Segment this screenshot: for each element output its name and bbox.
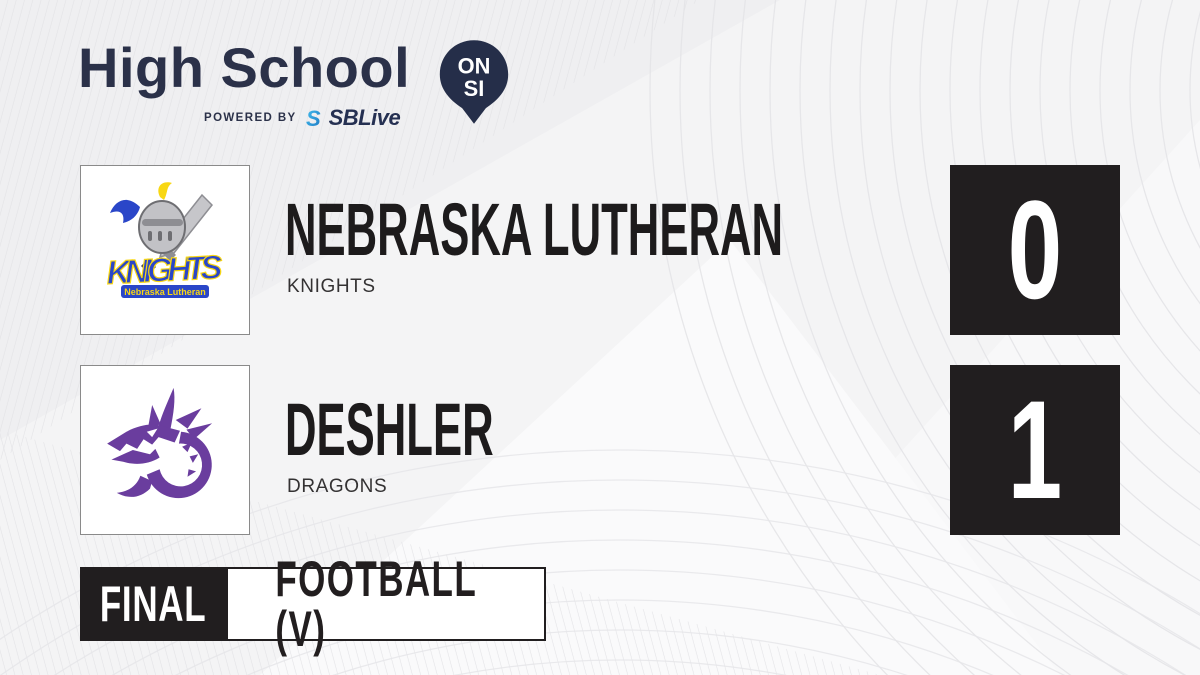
score-box-away: 0 — [950, 165, 1120, 335]
sblive-wordmark: SBLive — [328, 105, 401, 130]
sport-label: FOOTBALL (V) — [275, 551, 477, 657]
pin-line1: ON — [458, 53, 491, 78]
team-name: DESHLER — [285, 388, 494, 471]
team-mascot: KNIGHTS — [287, 276, 376, 297]
sblive-logo: S SBLive — [304, 106, 401, 130]
game-status-label: FINAL — [99, 576, 207, 632]
score-value: 0 — [1007, 171, 1063, 328]
knights-logo-subtext: Nebraska Lutheran — [124, 287, 206, 297]
game-status-badge: FINAL — [80, 567, 226, 641]
status-strip: FINAL FOOTBALL (V) — [80, 554, 546, 654]
team-logo-box — [80, 365, 250, 535]
pin-line2: SI — [464, 76, 485, 101]
high-school-title: High School — [78, 36, 411, 99]
sblive-s-icon: S — [306, 106, 321, 130]
team-logo-box: KNIGHTS Nebraska Lutheran — [80, 165, 250, 335]
powered-by-row: POWERED BY S SBLive — [204, 105, 401, 131]
sport-badge: FOOTBALL (V) — [226, 554, 546, 654]
svg-text:S: S — [306, 106, 321, 130]
score-box-home: 1 — [950, 365, 1120, 535]
on-si-pin-icon: ON SI — [439, 40, 509, 124]
dragon-head-icon — [107, 387, 213, 499]
score-value: 1 — [1007, 371, 1063, 528]
knights-crest-icon: KNIGHTS Nebraska Lutheran — [105, 182, 224, 298]
team-name: NEBRASKA LUTHERAN — [285, 188, 784, 271]
powered-by-label: POWERED BY — [204, 112, 297, 124]
team-row-home: DESHLER DRAGONS 1 — [0, 365, 1200, 535]
team-row-away: KNIGHTS Nebraska Lutheran NEBRASKA LUTHE… — [0, 165, 1200, 335]
team-mascot: DRAGONS — [287, 476, 388, 497]
knights-logo-wordmark: KNIGHTS — [106, 248, 224, 291]
